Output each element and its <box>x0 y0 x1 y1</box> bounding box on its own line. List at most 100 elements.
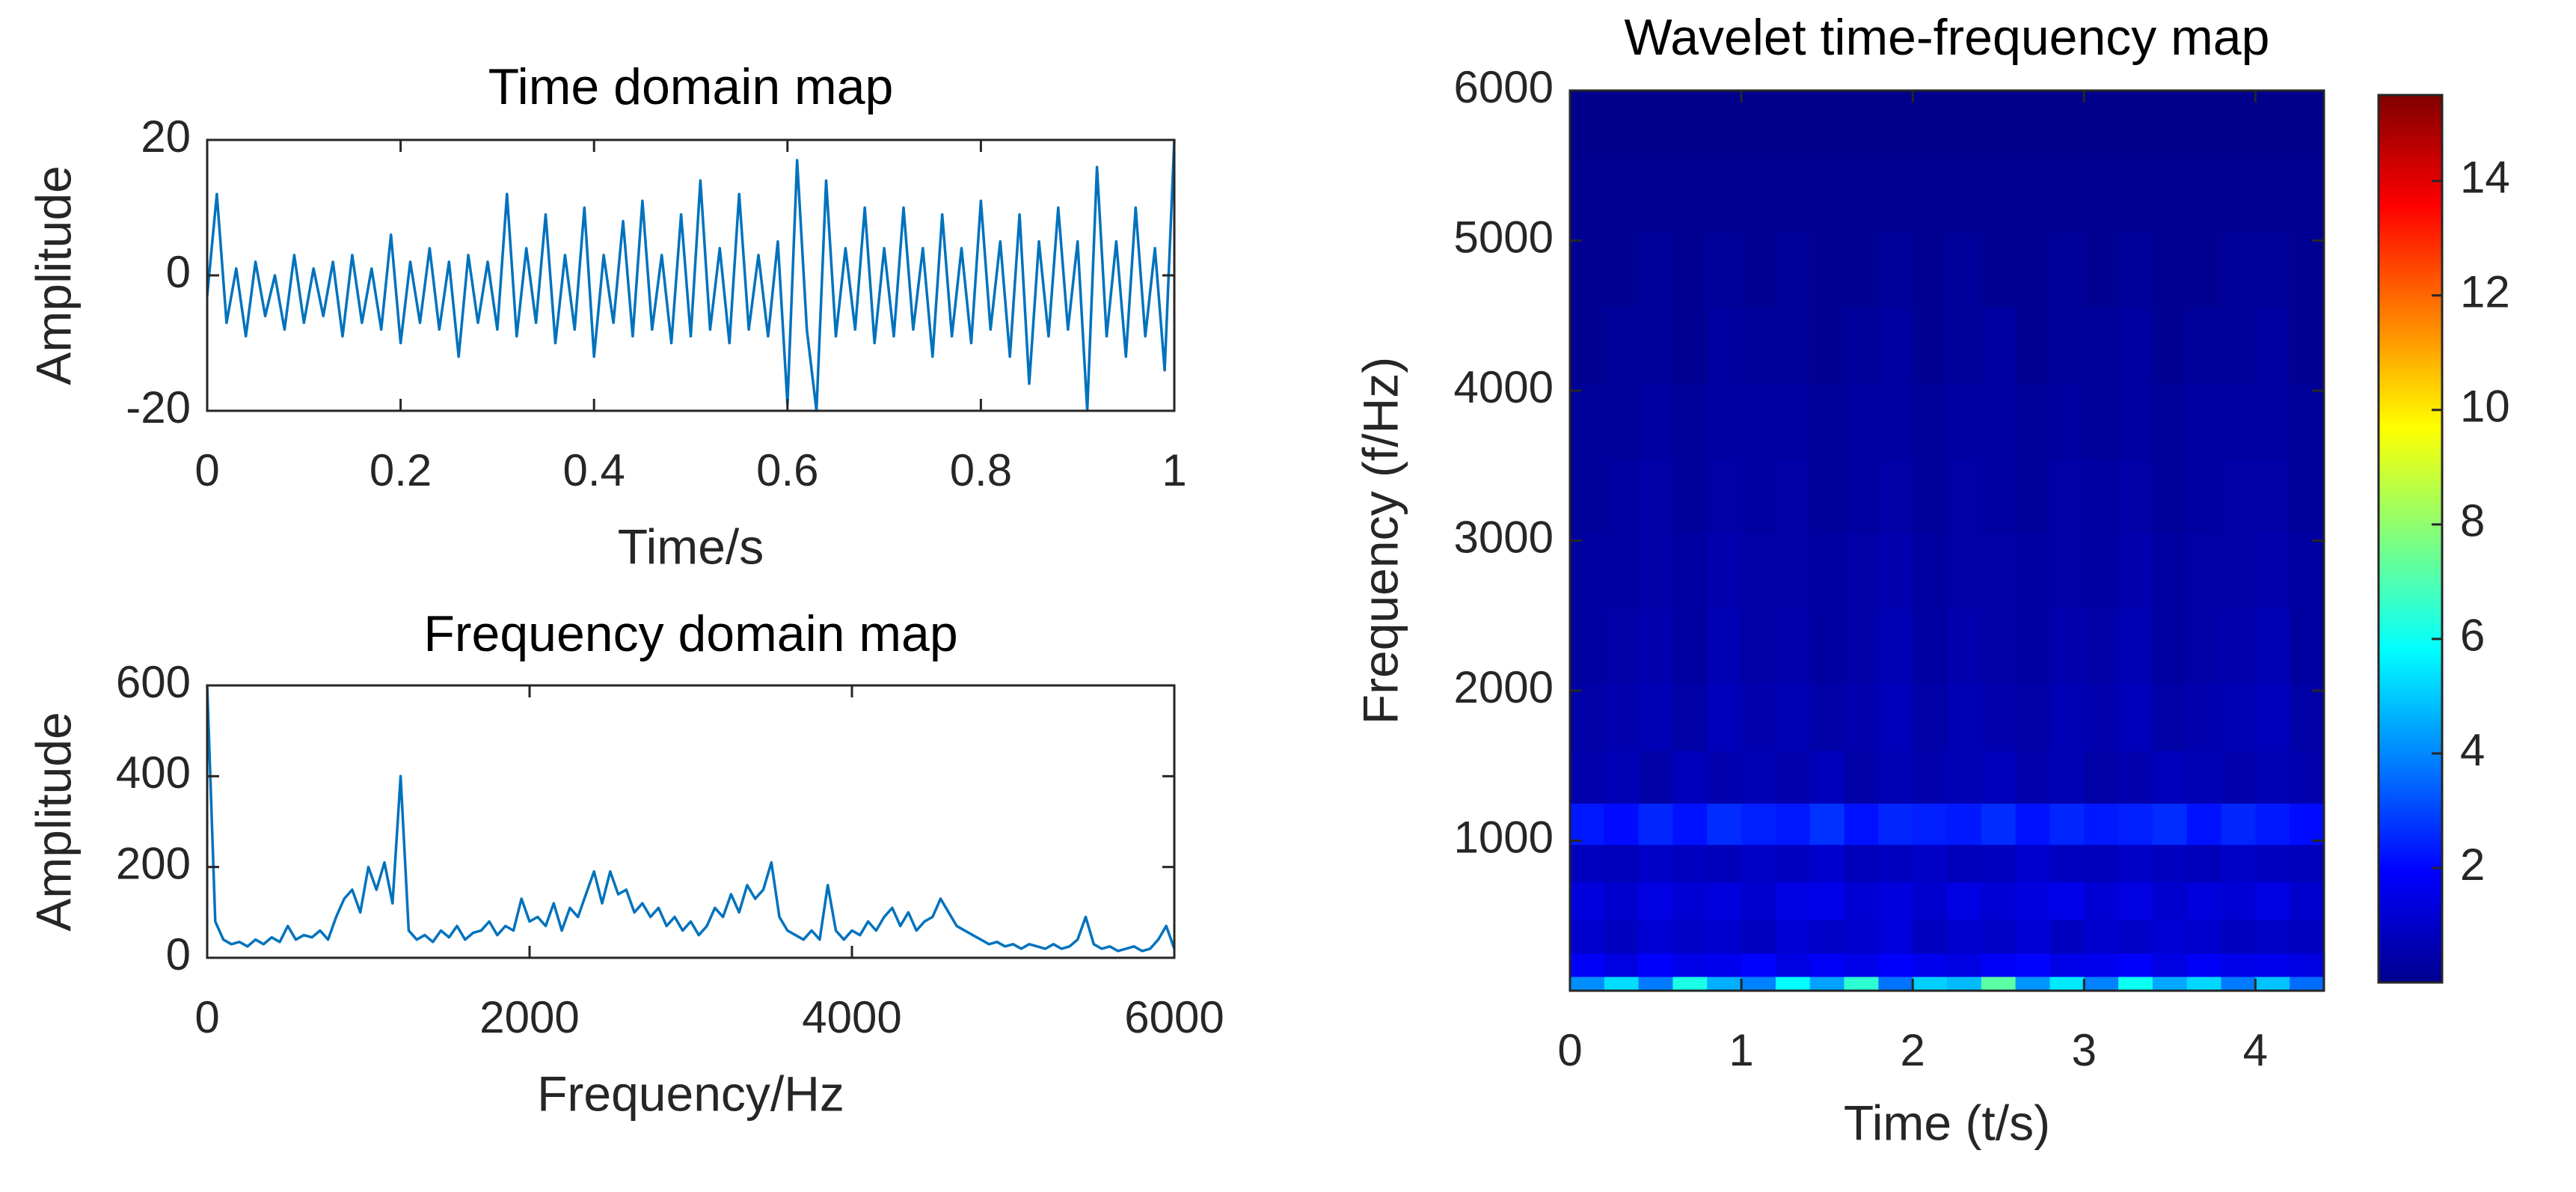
heatmap-cell <box>1913 844 1948 883</box>
heatmap-cell <box>2049 308 2085 384</box>
heatmap-cell <box>2290 608 2325 684</box>
heatmap-cell <box>1878 233 1913 309</box>
heatmap-cell <box>1878 976 1913 991</box>
heatmap-cell <box>1570 233 1605 309</box>
chart-title: Frequency domain map <box>423 605 957 662</box>
heatmap-cell <box>2152 919 2188 954</box>
data-line <box>206 139 1176 412</box>
heatmap-cell <box>2118 233 2153 309</box>
heatmap-cell <box>2152 976 2188 991</box>
axes-box <box>206 684 1176 959</box>
heatmap-cell <box>1947 458 1982 534</box>
heatmap-cell <box>1809 682 1845 751</box>
heatmap-cell <box>2084 308 2119 384</box>
heatmap-cell <box>2186 382 2222 459</box>
heatmap-cell <box>1570 458 1605 534</box>
heatmap-cell <box>1707 844 1742 883</box>
heatmap-cell <box>1672 751 1708 804</box>
heatmap-cell <box>2290 881 2325 920</box>
heatmap-cell <box>2084 953 2119 977</box>
y-tick-label: 4000 <box>1454 362 1554 412</box>
heatmap-cell <box>2118 533 2153 609</box>
heatmap-cell <box>2049 382 2085 459</box>
heatmap-cell <box>2186 533 2222 609</box>
heatmap-cell <box>2015 682 2051 751</box>
heatmap-cell <box>1844 953 1879 977</box>
heatmap-cell <box>1672 803 1708 846</box>
heatmap-cell <box>1913 233 1948 309</box>
y-tick-label: 0 <box>166 929 191 979</box>
heatmap-cell <box>2049 919 2085 954</box>
heatmap-cell <box>1570 953 1605 977</box>
heatmap-cell <box>1947 158 1982 234</box>
heatmap-cell <box>2152 533 2188 609</box>
heatmap-cell <box>1638 458 1674 534</box>
heatmap-cell <box>1707 608 1742 684</box>
heatmap-cell <box>2049 608 2085 684</box>
heatmap-cell <box>1672 608 1708 684</box>
heatmap-cell <box>2084 233 2119 309</box>
heatmap-cell <box>1947 976 1982 991</box>
heatmap-cell <box>2049 844 2085 883</box>
heatmap-cell <box>2015 608 2051 684</box>
heatmap-cell <box>2255 233 2290 309</box>
heatmap-cell <box>2084 533 2119 609</box>
heatmap-cell <box>2290 919 2325 954</box>
heatmap-cell <box>2221 233 2256 309</box>
heatmap-cell <box>2084 158 2119 234</box>
heatmap-cell <box>2118 91 2153 159</box>
heatmap-cell <box>2084 803 2119 846</box>
heatmap-cell <box>1604 682 1640 751</box>
heatmap-cell <box>1844 608 1879 684</box>
heatmap-cell <box>1638 976 1674 991</box>
heatmap-cell <box>2255 382 2290 459</box>
x-tick-label: 0.2 <box>369 445 432 495</box>
heatmap-cell <box>2152 803 2188 846</box>
heatmap-cell <box>1707 458 1742 534</box>
heatmap-cell <box>1638 233 1674 309</box>
heatmap-cell <box>2015 91 2051 159</box>
heatmap-cell <box>1570 91 1605 159</box>
heatmap-cell <box>1775 881 1811 920</box>
heatmap-cell <box>1570 751 1605 804</box>
heatmap-cell <box>2084 608 2119 684</box>
heatmap-cell <box>1707 751 1742 804</box>
y-tick-label: 2000 <box>1454 662 1554 712</box>
heatmap-cell <box>2049 682 2085 751</box>
heatmap-cell <box>1707 158 1742 234</box>
heatmap-cell <box>1672 844 1708 883</box>
heatmap-cell <box>1570 682 1605 751</box>
heatmap-cell <box>2015 953 2051 977</box>
heatmap-cell <box>1775 751 1811 804</box>
heatmap-cell <box>2152 953 2188 977</box>
heatmap-cell <box>1844 844 1879 883</box>
heatmap-cell <box>1570 803 1605 846</box>
heatmap-cell <box>1570 881 1605 920</box>
heatmap-cell <box>2049 751 2085 804</box>
heatmap-cell <box>2049 803 2085 846</box>
heatmap-cell <box>1913 803 1948 846</box>
heatmap-cell <box>1809 233 1845 309</box>
heatmap-cell <box>1844 308 1879 384</box>
heatmap-cell <box>1672 91 1708 159</box>
heatmap-cell <box>1981 682 2017 751</box>
heatmap-cell <box>2015 881 2051 920</box>
x-tick-label: 0.4 <box>562 445 625 495</box>
y-tick-label: 200 <box>116 839 191 889</box>
heatmap-cell <box>1707 682 1742 751</box>
heatmap-cell <box>1638 682 1674 751</box>
heatmap-cell <box>1741 844 1776 883</box>
heatmap-cell <box>1570 608 1605 684</box>
heatmap-cell <box>2152 844 2188 883</box>
heatmap-cell <box>1707 881 1742 920</box>
heatmap-cell <box>2049 881 2085 920</box>
heatmap-cell <box>1638 803 1674 846</box>
heatmap-cell <box>1947 91 1982 159</box>
heatmap-cell <box>2186 976 2222 991</box>
heatmap-cell <box>1913 608 1948 684</box>
heatmap-cell <box>2118 608 2153 684</box>
heatmap-cell <box>1809 751 1845 804</box>
heatmap-cell <box>1981 308 2017 384</box>
heatmap-cell <box>1947 919 1982 954</box>
heatmap-cell <box>1981 803 2017 846</box>
